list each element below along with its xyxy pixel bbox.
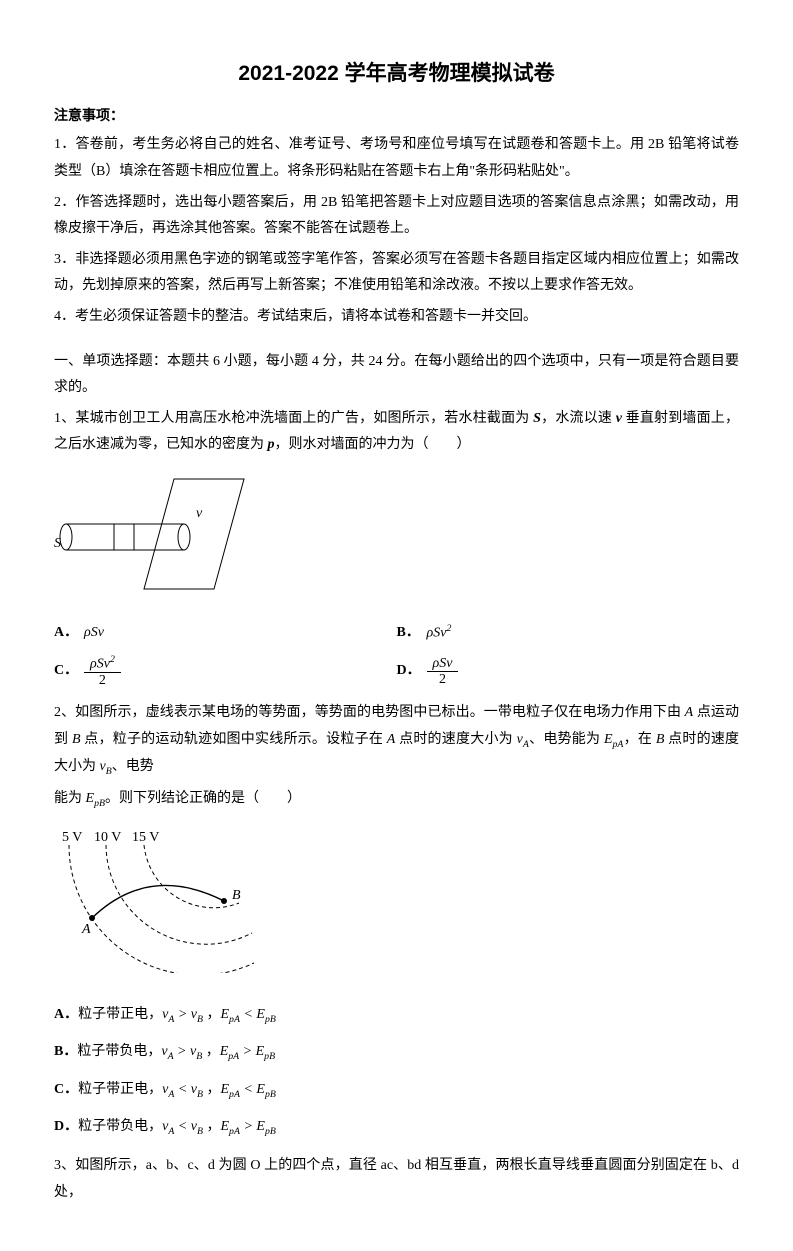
- note-4: 4．考生必须保证答题卡的整洁。考试结束后，请将本试卷和答题卡一并交回。: [54, 304, 739, 331]
- notes-header: 注意事项：: [54, 102, 739, 129]
- q2-text-line1: 2、如图所示，虚线表示某电场的等势面，等势面的电势图中已标出。一带电粒子仅在电场…: [54, 700, 739, 781]
- q2-figure: 5 V 10 V 15 V A B: [54, 823, 739, 984]
- note-1: 1．答卷前，考生务必将自己的姓名、准考证号、考场号和座位号填写在试题卷和答题卡上…: [54, 132, 739, 185]
- note-2: 2．作答选择题时，选出每小题答案后，用 2B 铅笔把答题卡上对应题目选项的答案信…: [54, 190, 739, 243]
- q2-option-B: B．粒子带负电，vA > vB ，EpA > EpB: [54, 1039, 739, 1066]
- q1-opt-C-val: ρSv22: [84, 655, 121, 688]
- q1-text: 1、某城市创卫工人用高压水枪冲洗墙面上的广告，如图所示，若水柱截面为 S，水流以…: [54, 406, 739, 459]
- q1-part-1: ，水流以速: [541, 411, 616, 426]
- q1-option-A: A． ρSv: [54, 620, 397, 647]
- q1-option-C: C． ρSv22: [54, 655, 397, 688]
- q1-option-B: B． ρSv2: [397, 620, 740, 647]
- q1-fig-label-S: S: [54, 536, 61, 551]
- q1-part-0: 1、某城市创卫工人用高压水枪冲洗墙面上的广告，如图所示，若水柱截面为: [54, 411, 533, 426]
- q2-option-D: D．粒子带负电，vA < vB ，EpA > EpB: [54, 1114, 739, 1141]
- q2-t1h: 、电势: [112, 759, 154, 774]
- q2-fig-10v: 10 V: [94, 830, 121, 845]
- q2-t1e: 、电势能为: [529, 732, 604, 747]
- q2-fig-5v: 5 V: [62, 830, 82, 845]
- q2-t2b: 。则下列结论正确的是（ ）: [105, 791, 301, 806]
- q1-opt-A-val: ρSv: [84, 620, 104, 647]
- q2-text-line2: 能为 EpB。则下列结论正确的是（ ）: [54, 786, 739, 813]
- q1-options-row-2: C． ρSv22 D． ρSv2: [54, 655, 739, 688]
- q2-t1c: 点，粒子的运动轨迹如图中实线所示。设粒子在: [81, 732, 387, 747]
- q1-options-row-1: A． ρSv B． ρSv2: [54, 620, 739, 647]
- section-1-heading: 一、单项选择题：本题共 6 小题，每小题 4 分，共 24 分。在每小题给出的四…: [54, 349, 739, 402]
- q1-opt-D-label: D．: [397, 658, 419, 685]
- q2-fig-label-B: B: [232, 888, 241, 903]
- q1-opt-B-val: ρSv2: [427, 620, 452, 647]
- q1-fig-label-v: v: [196, 506, 203, 521]
- q1-opt-C-label: C．: [54, 658, 76, 685]
- note-3: 3．非选择题必须用黑色字迹的钢笔或签字笔作答，答案必须写在答题卡各题目指定区域内…: [54, 247, 739, 300]
- q2-option-A: A．粒子带正电，vA > vB ，EpA < EpB: [54, 1002, 739, 1029]
- q2-option-C: C．粒子带正电，vA < vB ，EpA < EpB: [54, 1077, 739, 1104]
- q2-sym-vA: vA: [517, 732, 529, 747]
- q3-text: 3、如图所示，a、b、c、d 为圆 O 上的四个点，直径 ac、bd 相互垂直，…: [54, 1153, 739, 1206]
- q1-svg: S v: [54, 469, 284, 599]
- q2-t2a: 能为: [54, 791, 86, 806]
- q2-sym-vB: vB: [100, 759, 112, 774]
- exam-page: 2021-2022 学年高考物理模拟试卷 注意事项： 1．答卷前，考生务必将自己…: [0, 0, 793, 1251]
- q2-fig-15v: 15 V: [132, 830, 159, 845]
- q1-sym-p: p: [268, 437, 275, 452]
- q2-fig-label-A: A: [81, 922, 91, 937]
- q1-opt-D-val: ρSv2: [427, 656, 459, 688]
- q2-t1f: ，在: [623, 732, 655, 747]
- q2-sym-A1: A: [685, 705, 694, 720]
- q1-figure: S v: [54, 469, 739, 610]
- q1-part-3: ，则水对墙面的冲力为（ ）: [275, 437, 471, 452]
- q2-svg: 5 V 10 V 15 V A B: [54, 823, 264, 973]
- page-title: 2021-2022 学年高考物理模拟试卷: [54, 54, 739, 94]
- q1-option-D: D． ρSv2: [397, 655, 740, 688]
- q1-opt-B-label: B．: [397, 620, 419, 647]
- q1-sym-S: S: [533, 411, 541, 426]
- q2-t1a: 2、如图所示，虚线表示某电场的等势面，等势面的电势图中已标出。一带电粒子仅在电场…: [54, 705, 685, 720]
- q2-sym-B1: B: [72, 732, 81, 747]
- q2-sym-EpA: EpA: [604, 732, 623, 747]
- q1-opt-A-label: A．: [54, 620, 76, 647]
- q2-sym-EpB: EpB: [86, 791, 105, 806]
- q2-t1d: 点时的速度大小为: [395, 732, 516, 747]
